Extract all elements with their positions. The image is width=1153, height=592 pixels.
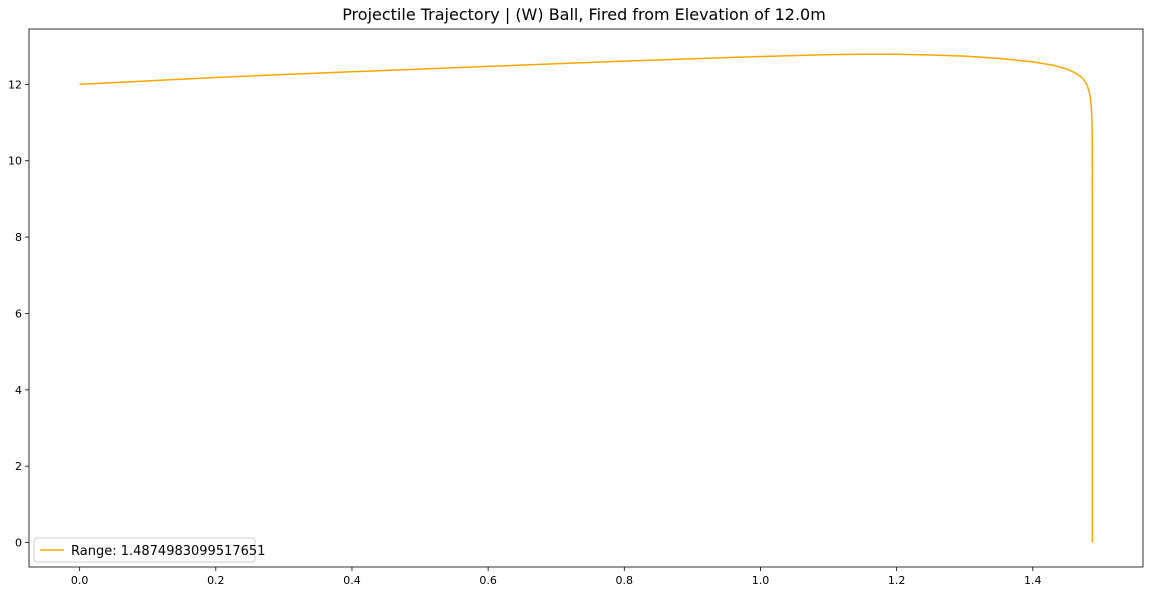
y-tick-label: 12 xyxy=(8,78,22,91)
x-axis: 0.0 0.2 0.4 0.6 0.8 1.0 1.2 1.4 xyxy=(71,567,1042,587)
y-tick-label: 4 xyxy=(15,384,22,397)
x-tick-label: 1.2 xyxy=(888,574,906,587)
chart-title: Projectile Trajectory | (W) Ball, Fired … xyxy=(342,5,826,24)
x-tick-label: 0.6 xyxy=(479,574,497,587)
y-axis: 0 2 4 6 8 10 12 xyxy=(8,78,29,550)
legend-label: Range: 1.4874983099517651 xyxy=(71,544,265,559)
legend-box xyxy=(33,537,256,563)
trajectory-line xyxy=(79,53,1094,543)
y-tick-label: 0 xyxy=(15,537,22,550)
x-tick-label: 0.2 xyxy=(207,574,225,587)
y-tick-label: 2 xyxy=(15,460,22,473)
y-tick-label: 10 xyxy=(8,155,22,168)
x-tick-label: 0.4 xyxy=(343,574,361,587)
plot-frame xyxy=(28,28,1144,568)
y-tick-label: 8 xyxy=(15,231,22,244)
legend: Range: 1.4874983099517651 xyxy=(33,537,265,563)
x-tick-label: 1.0 xyxy=(752,574,770,587)
x-tick-label: 0.8 xyxy=(616,574,634,587)
y-tick-label: 6 xyxy=(15,307,22,320)
x-tick-label: 1.4 xyxy=(1024,574,1042,587)
x-tick-label: 0.0 xyxy=(71,574,89,587)
